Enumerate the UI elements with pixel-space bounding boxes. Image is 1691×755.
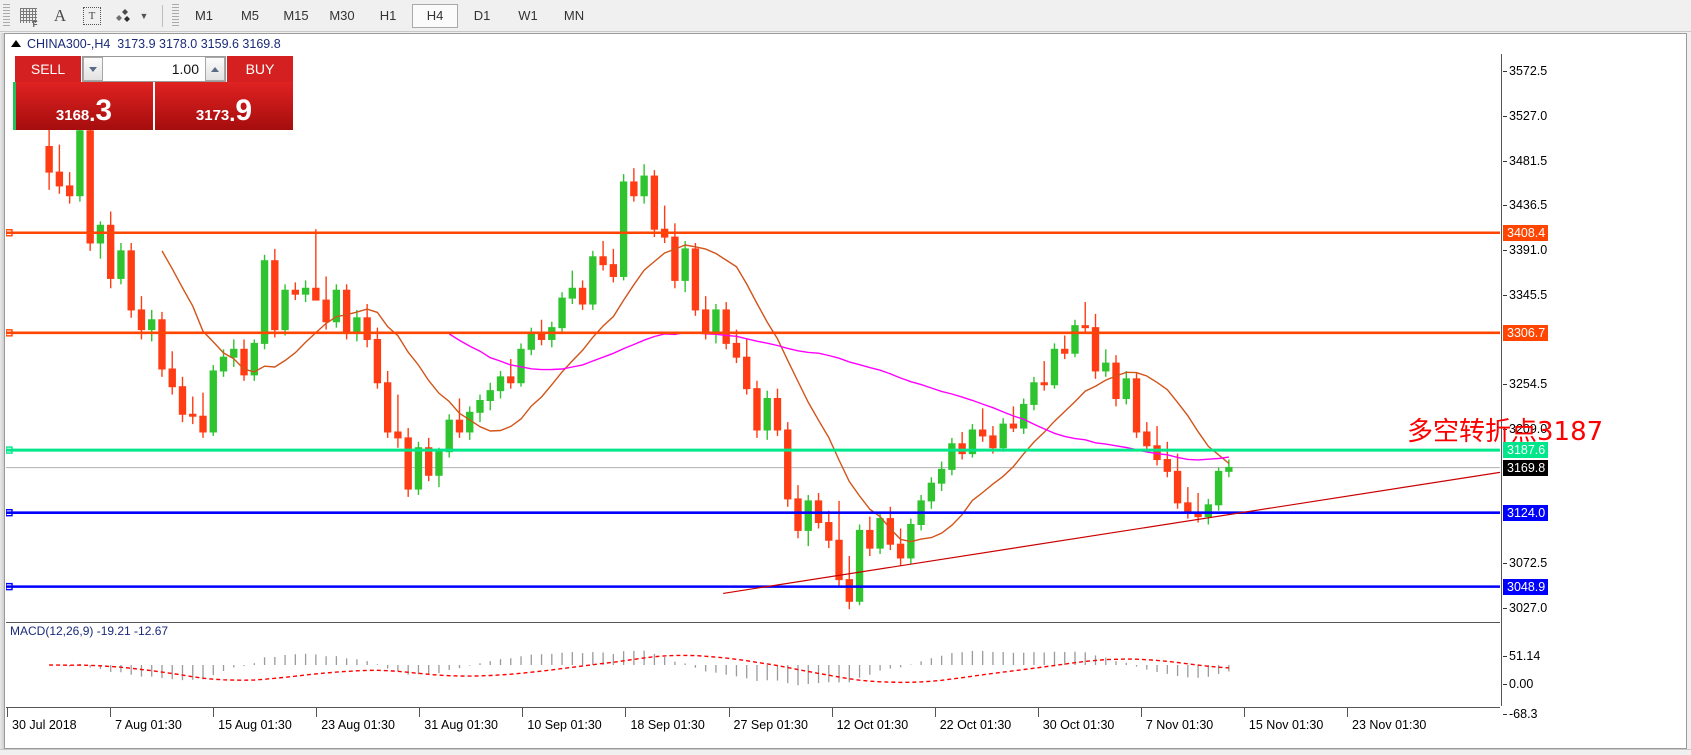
chart-header: CHINA300-,H4 3173.9 3178.0 3159.6 3169.8: [5, 34, 1686, 53]
time-tick: 22 Oct 01:30: [934, 708, 1012, 732]
toolbar-grip[interactable]: [3, 3, 10, 28]
time-tick: 23 Aug 01:30: [316, 708, 395, 732]
time-tick: 15 Aug 01:30: [213, 708, 292, 732]
objects-dropdown-caret-icon[interactable]: ▼: [139, 10, 149, 21]
macd-tick: 0.00: [1502, 677, 1534, 691]
objects-icon[interactable]: [108, 2, 140, 30]
collapse-triangle-icon[interactable]: [11, 40, 21, 47]
time-tick: 15 Nov 01:30: [1243, 708, 1324, 732]
sell-price-integer: 3168: [55, 107, 90, 124]
crosshair-grid-icon[interactable]: F: [12, 2, 44, 30]
price-label-resistance-line[interactable]: 3408.4: [1503, 224, 1549, 241]
price-tick: 3209.0: [1502, 422, 1548, 437]
buy-price-tile[interactable]: 3173 . 9: [155, 82, 293, 130]
time-tick: 7 Nov 01:30: [1140, 708, 1214, 732]
buy-price-integer: 3173: [195, 107, 230, 124]
text-label-icon[interactable]: A: [53, 5, 67, 25]
timeframe-m15[interactable]: M15: [283, 8, 309, 23]
timeframe-bar: M1 M5 M15 M30 H1 H4 D1 W1 MN: [181, 3, 597, 28]
panel-accent-bar: [13, 82, 16, 130]
price-tick: 3481.5: [1502, 153, 1548, 168]
price-tick: 3072.5: [1502, 556, 1548, 571]
symbol-quote-line: CHINA300-,H4 3173.9 3178.0 3159.6 3169.8: [27, 36, 281, 51]
price-tick: 3391.0: [1502, 242, 1548, 257]
sell-price-decimal: 3: [95, 94, 113, 127]
time-tick: 31 Aug 01:30: [419, 708, 498, 732]
main-toolbar: F A T ▼ M1 M5 M15 M30 H1 H4 D1 W1 MN: [0, 0, 1691, 32]
trade-panel-prices: 3168 . 3 3173 . 9: [15, 82, 293, 130]
buy-button[interactable]: BUY: [227, 56, 293, 82]
timeframe-d1[interactable]: D1: [473, 8, 491, 23]
price-tick: 3572.5: [1502, 64, 1548, 79]
time-tick: 27 Sep 01:30: [728, 708, 808, 732]
macd-label: MACD(12,26,9) -19.21 -12.67: [10, 624, 169, 638]
macd-tick: 51.14: [1502, 649, 1541, 663]
time-tick: 12 Oct 01:30: [831, 708, 909, 732]
timeframe-h4[interactable]: H4: [412, 3, 458, 28]
timeframe-h1[interactable]: H1: [379, 8, 397, 23]
buy-price-decimal: 9: [235, 94, 253, 127]
window-edge-rail: [0, 33, 4, 749]
time-tick: 10 Sep 01:30: [522, 708, 602, 732]
volume-decrement-button[interactable]: [83, 57, 103, 81]
sell-button[interactable]: SELL: [15, 56, 81, 82]
time-tick: 23 Nov 01:30: [1346, 708, 1427, 732]
time-tick: 18 Sep 01:30: [625, 708, 705, 732]
time-tick: 7 Aug 01:30: [110, 708, 182, 732]
price-tick: 3345.5: [1502, 287, 1548, 302]
buy-price-separator: .: [229, 101, 236, 126]
price-tick: 3254.5: [1502, 377, 1548, 392]
macd-tick: -68.3: [1503, 707, 1538, 721]
volume-field[interactable]: 1.00: [82, 56, 226, 82]
timeframe-mn[interactable]: MN: [563, 8, 585, 23]
timeframe-m5[interactable]: M5: [240, 8, 260, 23]
price-label-support-line[interactable]: 3124.0: [1503, 504, 1549, 521]
price-tick: 3527.0: [1502, 109, 1548, 123]
price-tick: 3027.0: [1502, 601, 1548, 616]
time-tick: 30 Oct 01:30: [1037, 708, 1115, 732]
sell-price-tile[interactable]: 3168 . 3: [15, 82, 153, 130]
trade-panel-top-row: SELL 1.00 BUY: [15, 56, 293, 82]
time-tick: 30 Jul 2018: [7, 708, 77, 732]
price-tick: 3436.5: [1502, 198, 1548, 213]
sell-price-separator: .: [89, 101, 96, 126]
chart-window: CHINA300-,H4 3173.9 3178.0 3159.6 3169.8…: [4, 33, 1687, 749]
one-click-trading-panel: SELL 1.00 BUY 3168 . 3 3173 . 9: [13, 56, 293, 130]
volume-increment-button[interactable]: [205, 57, 225, 81]
timeframe-m1[interactable]: M1: [194, 8, 214, 23]
time-axis[interactable]: 30 Jul 2018 7 Aug 01:30 15 Aug 01:30 23 Aug…: [6, 707, 1500, 748]
timeframe-w1[interactable]: W1: [518, 8, 538, 23]
macd-series: [49, 650, 1230, 686]
price-axis[interactable]: 3572.5 3527.0 3481.5 3436.5 3391.0 3345.5 3254…: [1501, 54, 1686, 721]
price-label-pivot-line[interactable]: 3187.6: [1503, 442, 1549, 459]
toolbar-divider: [162, 4, 163, 27]
timeframe-grip[interactable]: [172, 3, 179, 28]
price-label-last-price[interactable]: 3169.8: [1503, 459, 1549, 476]
chart-annotation-text[interactable]: 多空转折点3187: [1407, 417, 1604, 447]
timeframe-m30[interactable]: M30: [329, 8, 355, 23]
price-series: [6, 113, 1500, 610]
status-bar: [0, 749, 1691, 755]
volume-value[interactable]: 1.00: [171, 61, 199, 77]
price-plot[interactable]: [6, 54, 1500, 619]
macd-subwindow[interactable]: MACD(12,26,9) -19.21 -12.67: [6, 622, 1500, 707]
text-box-icon[interactable]: T: [76, 2, 108, 30]
price-label-resistance-line[interactable]: 3306.7: [1503, 324, 1549, 341]
price-label-support-line[interactable]: 3048.9: [1503, 578, 1549, 595]
